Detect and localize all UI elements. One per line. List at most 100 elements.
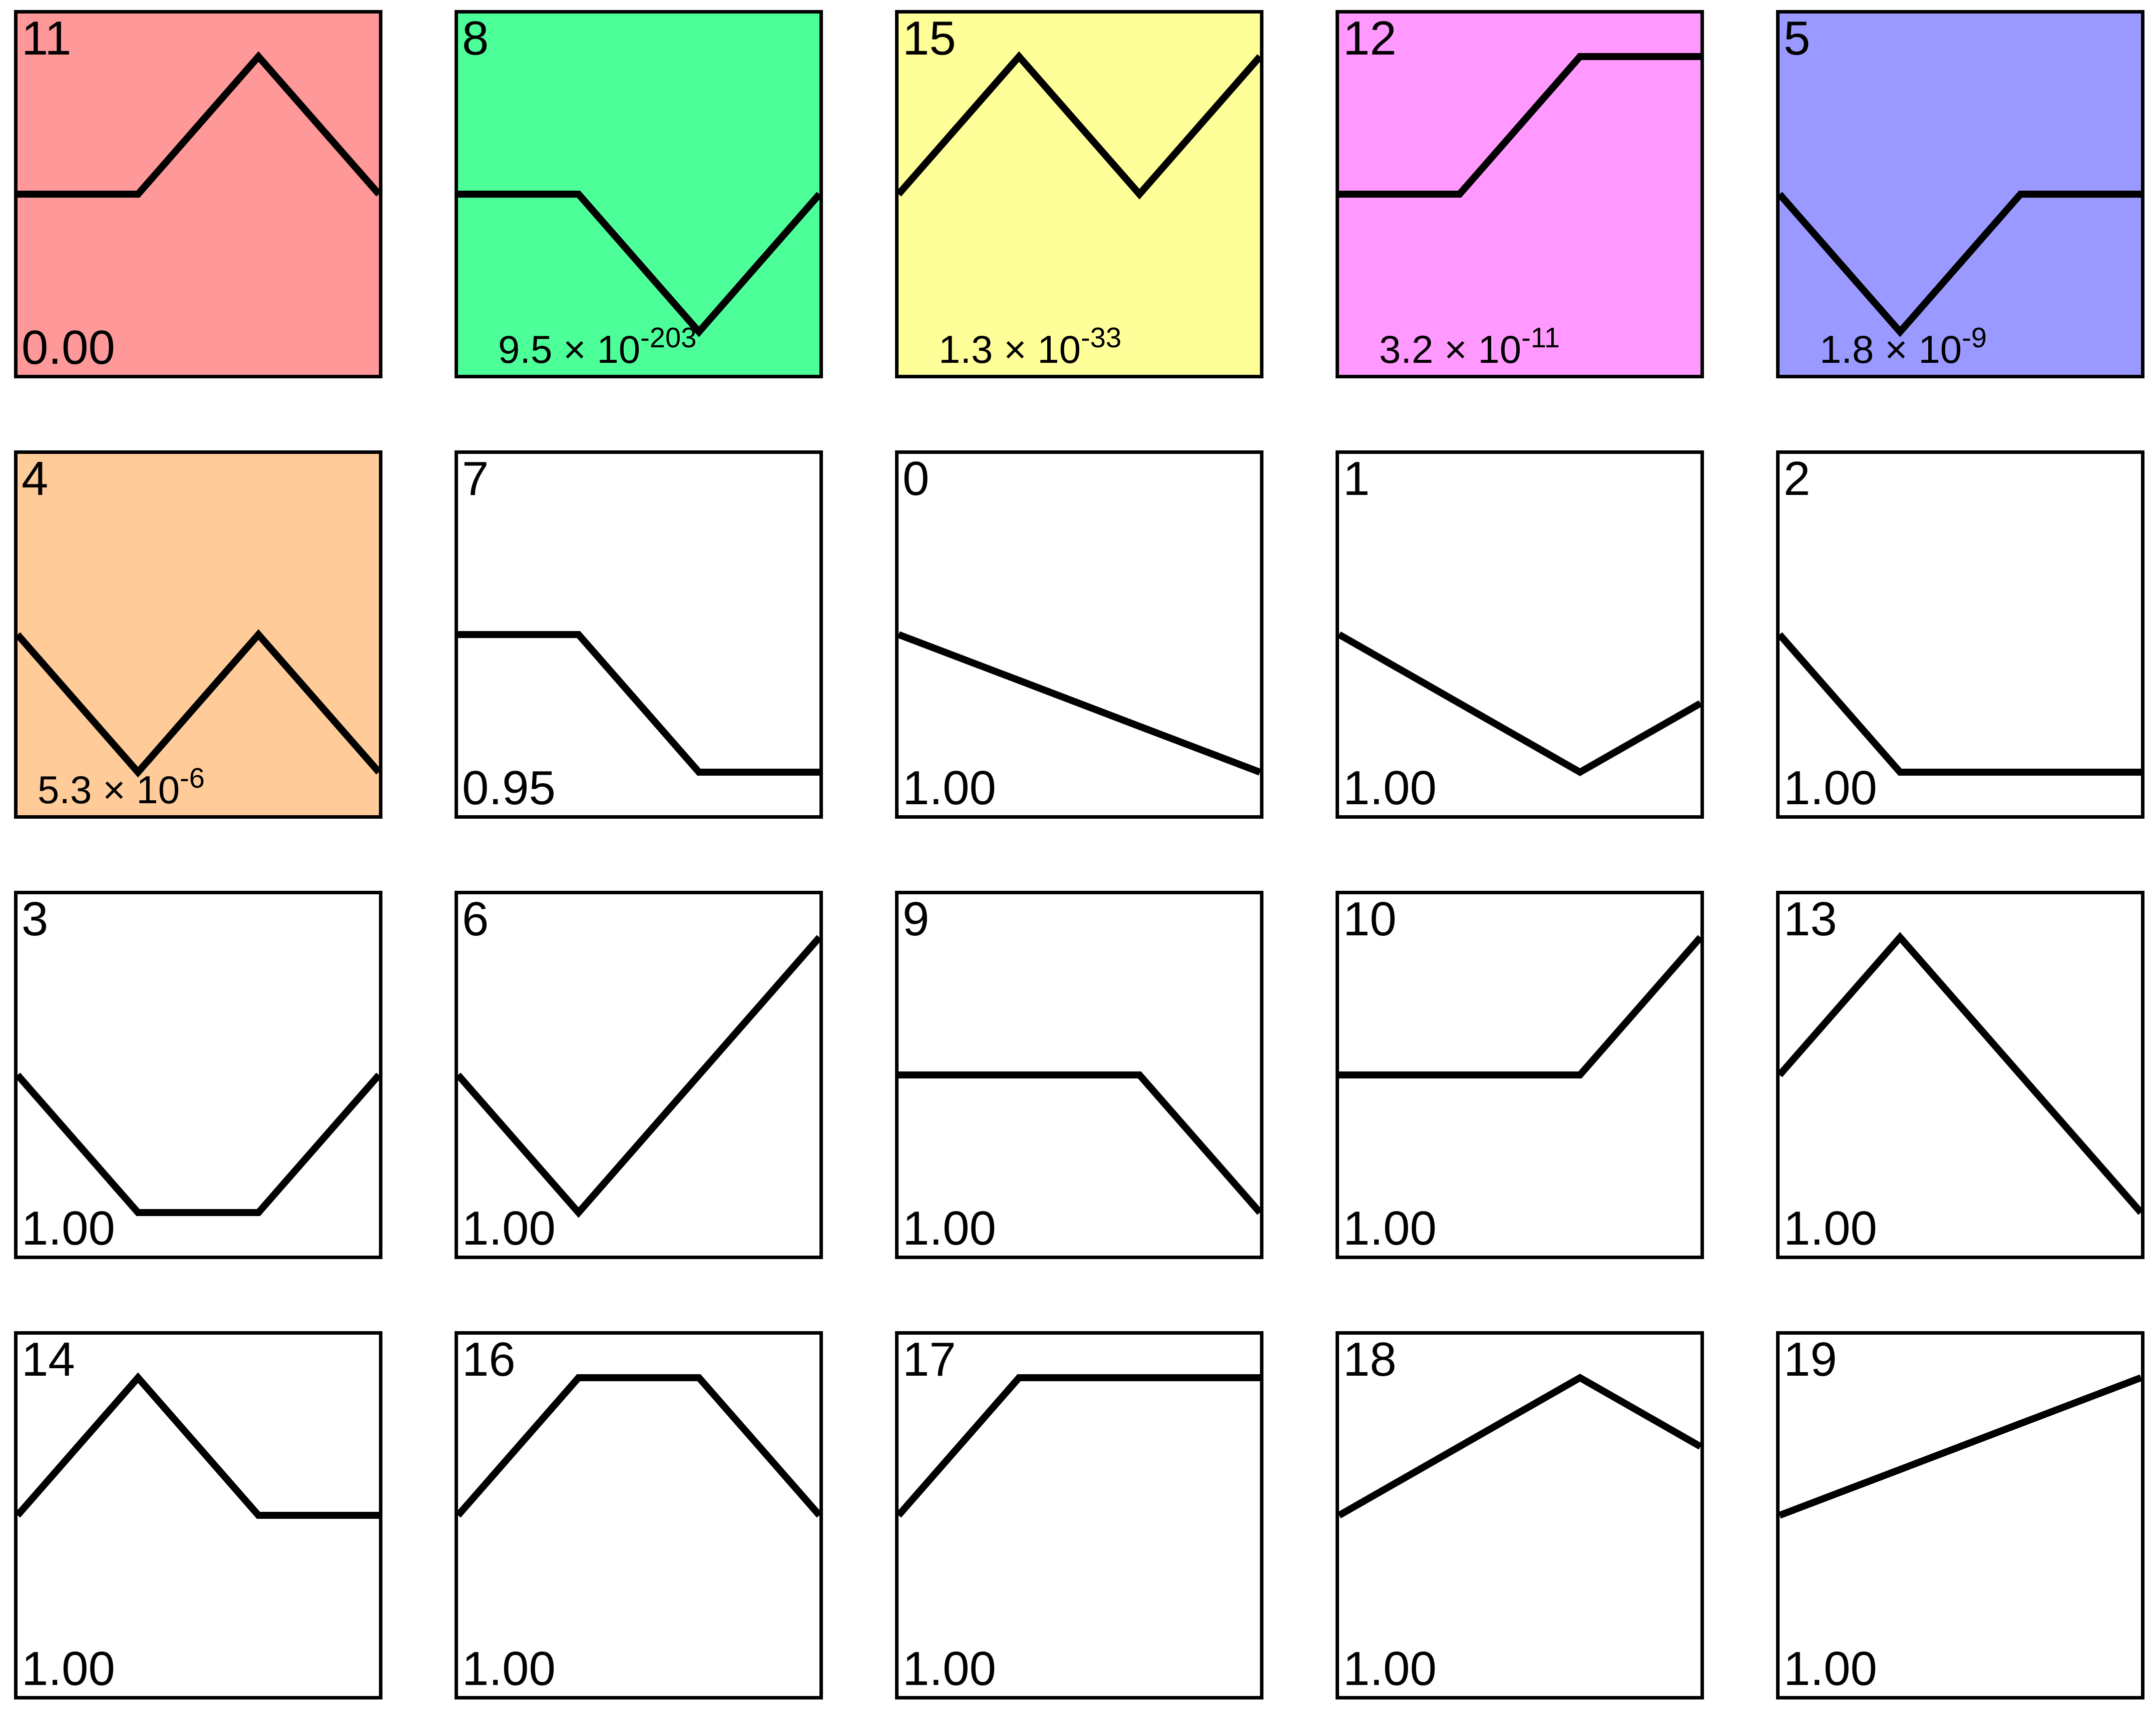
motif-pvalue-label: 1.00 bbox=[1784, 1202, 1877, 1255]
motif-line bbox=[899, 1071, 1260, 1215]
motif-line bbox=[18, 1072, 379, 1216]
motif-pvalue-label: 3.2 × 10-11 bbox=[1379, 324, 1560, 369]
pvalue-exponent: -11 bbox=[1521, 322, 1560, 354]
motif-id-label: 10 bbox=[1343, 892, 1397, 946]
motif-panel-8: 8 9.5 × 10-203 bbox=[455, 10, 823, 378]
motif-plot bbox=[1339, 935, 1700, 1078]
motif-line bbox=[899, 1374, 1260, 1518]
motif-pvalue-label: 1.00 bbox=[22, 1202, 115, 1255]
motif-pvalue-label: 1.00 bbox=[22, 1642, 115, 1695]
motif-plot bbox=[18, 629, 379, 778]
motif-plot bbox=[899, 1374, 1260, 1518]
pvalue-exponent: -203 bbox=[640, 322, 697, 354]
motif-id-label: 11 bbox=[22, 12, 72, 65]
motif-panel-0: 0 1.00 bbox=[895, 450, 1263, 819]
motif-panel-4: 4 5.3 × 10-6 bbox=[14, 450, 382, 819]
motif-pvalue-label: 1.00 bbox=[903, 1202, 996, 1255]
pvalue-exponent: -33 bbox=[1081, 322, 1122, 354]
motif-plot bbox=[899, 51, 1260, 200]
pvalue-mantissa: 1.8 × 10 bbox=[1820, 327, 1962, 371]
motif-plot bbox=[458, 935, 819, 1218]
motif-panel-3: 3 1.00 bbox=[14, 891, 382, 1259]
motif-pvalue-label: 1.00 bbox=[1784, 1642, 1877, 1695]
pvalue-mantissa: 1.3 × 10 bbox=[939, 327, 1081, 371]
motif-id-label: 13 bbox=[1784, 892, 1837, 946]
motif-plot bbox=[458, 1374, 819, 1518]
motif-id-label: 3 bbox=[22, 892, 49, 946]
motif-plot bbox=[1780, 191, 2141, 337]
motif-id-label: 5 bbox=[1784, 12, 1811, 65]
motif-id-label: 9 bbox=[903, 892, 930, 946]
motif-plot bbox=[1339, 1373, 1700, 1519]
motif-id-label: 7 bbox=[462, 452, 489, 505]
motif-id-label: 0 bbox=[903, 452, 930, 505]
motif-pvalue-label: 1.00 bbox=[1343, 1202, 1437, 1255]
motif-plot bbox=[1339, 53, 1700, 198]
motif-plot bbox=[458, 631, 819, 776]
motif-id-label: 16 bbox=[462, 1333, 516, 1386]
motif-pvalue-label: 1.00 bbox=[903, 761, 996, 815]
motif-pvalue-label: 5.3 × 10-6 bbox=[38, 764, 205, 809]
motif-pvalue-label: 1.00 bbox=[1784, 761, 1877, 815]
motif-pvalue-label: 9.5 × 10-203 bbox=[498, 324, 697, 369]
motif-id-label: 14 bbox=[22, 1333, 75, 1386]
motif-plot bbox=[1780, 932, 2141, 1215]
motif-line bbox=[1780, 632, 2141, 776]
motif-line bbox=[899, 51, 1260, 200]
motif-line bbox=[18, 1372, 379, 1519]
motif-panel-2: 2 1.00 bbox=[1776, 450, 2144, 819]
motif-pvalue-label: 1.00 bbox=[1343, 1642, 1437, 1695]
motif-id-label: 17 bbox=[903, 1333, 956, 1386]
motif-pvalue-label: 0.95 bbox=[462, 761, 556, 815]
motif-id-label: 18 bbox=[1343, 1333, 1397, 1386]
motif-panel-19: 19 1.00 bbox=[1776, 1331, 2144, 1699]
motif-panel-7: 7 0.95 bbox=[455, 450, 823, 819]
motif-id-label: 4 bbox=[22, 452, 49, 505]
motif-pvalue-label: 1.00 bbox=[903, 1642, 996, 1695]
motif-panel-9: 9 1.00 bbox=[895, 891, 1263, 1259]
motif-line bbox=[458, 935, 819, 1218]
motif-plot bbox=[18, 51, 379, 198]
motif-line bbox=[1339, 935, 1700, 1078]
motif-panel-5: 5 1.8 × 10-9 bbox=[1776, 10, 2144, 378]
motif-plot bbox=[899, 631, 1260, 776]
motif-line bbox=[1780, 1374, 2141, 1519]
pvalue-mantissa: 9.5 × 10 bbox=[498, 327, 641, 371]
motif-id-label: 2 bbox=[1784, 452, 1811, 505]
motif-pvalue-label: 0.00 bbox=[22, 321, 115, 374]
motif-panel-11: 11 0.00 bbox=[14, 10, 382, 378]
motif-id-label: 15 bbox=[903, 12, 956, 65]
motif-panel-12: 12 3.2 × 10-11 bbox=[1336, 10, 1704, 378]
motif-panel-16: 16 1.00 bbox=[455, 1331, 823, 1699]
motif-plot bbox=[1339, 631, 1700, 777]
motif-panel-6: 6 1.00 bbox=[455, 891, 823, 1259]
motif-line bbox=[18, 51, 379, 198]
motif-pvalue-label: 1.00 bbox=[462, 1202, 556, 1255]
pvalue-mantissa: 3.2 × 10 bbox=[1379, 327, 1522, 371]
motif-plot bbox=[899, 1071, 1260, 1215]
motif-plot bbox=[18, 1072, 379, 1216]
motif-plot bbox=[1780, 632, 2141, 776]
motif-panel-13: 13 1.00 bbox=[1776, 891, 2144, 1259]
motif-id-label: 8 bbox=[462, 12, 489, 65]
motif-panel-1: 1 1.00 bbox=[1336, 450, 1704, 819]
motif-id-label: 19 bbox=[1784, 1333, 1837, 1386]
motif-panel-10: 10 1.00 bbox=[1336, 891, 1704, 1259]
motif-line bbox=[1339, 53, 1700, 198]
motif-pvalue-label: 1.3 × 10-33 bbox=[939, 324, 1121, 369]
motif-line bbox=[1339, 631, 1700, 777]
motif-id-label: 6 bbox=[462, 892, 489, 946]
pvalue-exponent: -9 bbox=[1962, 322, 1987, 354]
motif-id-label: 1 bbox=[1343, 452, 1370, 505]
motif-line bbox=[458, 631, 819, 776]
motif-pvalue-label: 1.00 bbox=[1343, 761, 1437, 815]
motif-panel-18: 18 1.00 bbox=[1336, 1331, 1704, 1699]
motif-plot bbox=[458, 191, 819, 337]
motif-line bbox=[899, 631, 1260, 776]
pvalue-mantissa: 5.3 × 10 bbox=[38, 768, 180, 812]
motif-id-label: 12 bbox=[1343, 12, 1397, 65]
motif-line bbox=[1780, 932, 2141, 1215]
motif-line bbox=[458, 191, 819, 337]
motif-plot bbox=[18, 1372, 379, 1519]
